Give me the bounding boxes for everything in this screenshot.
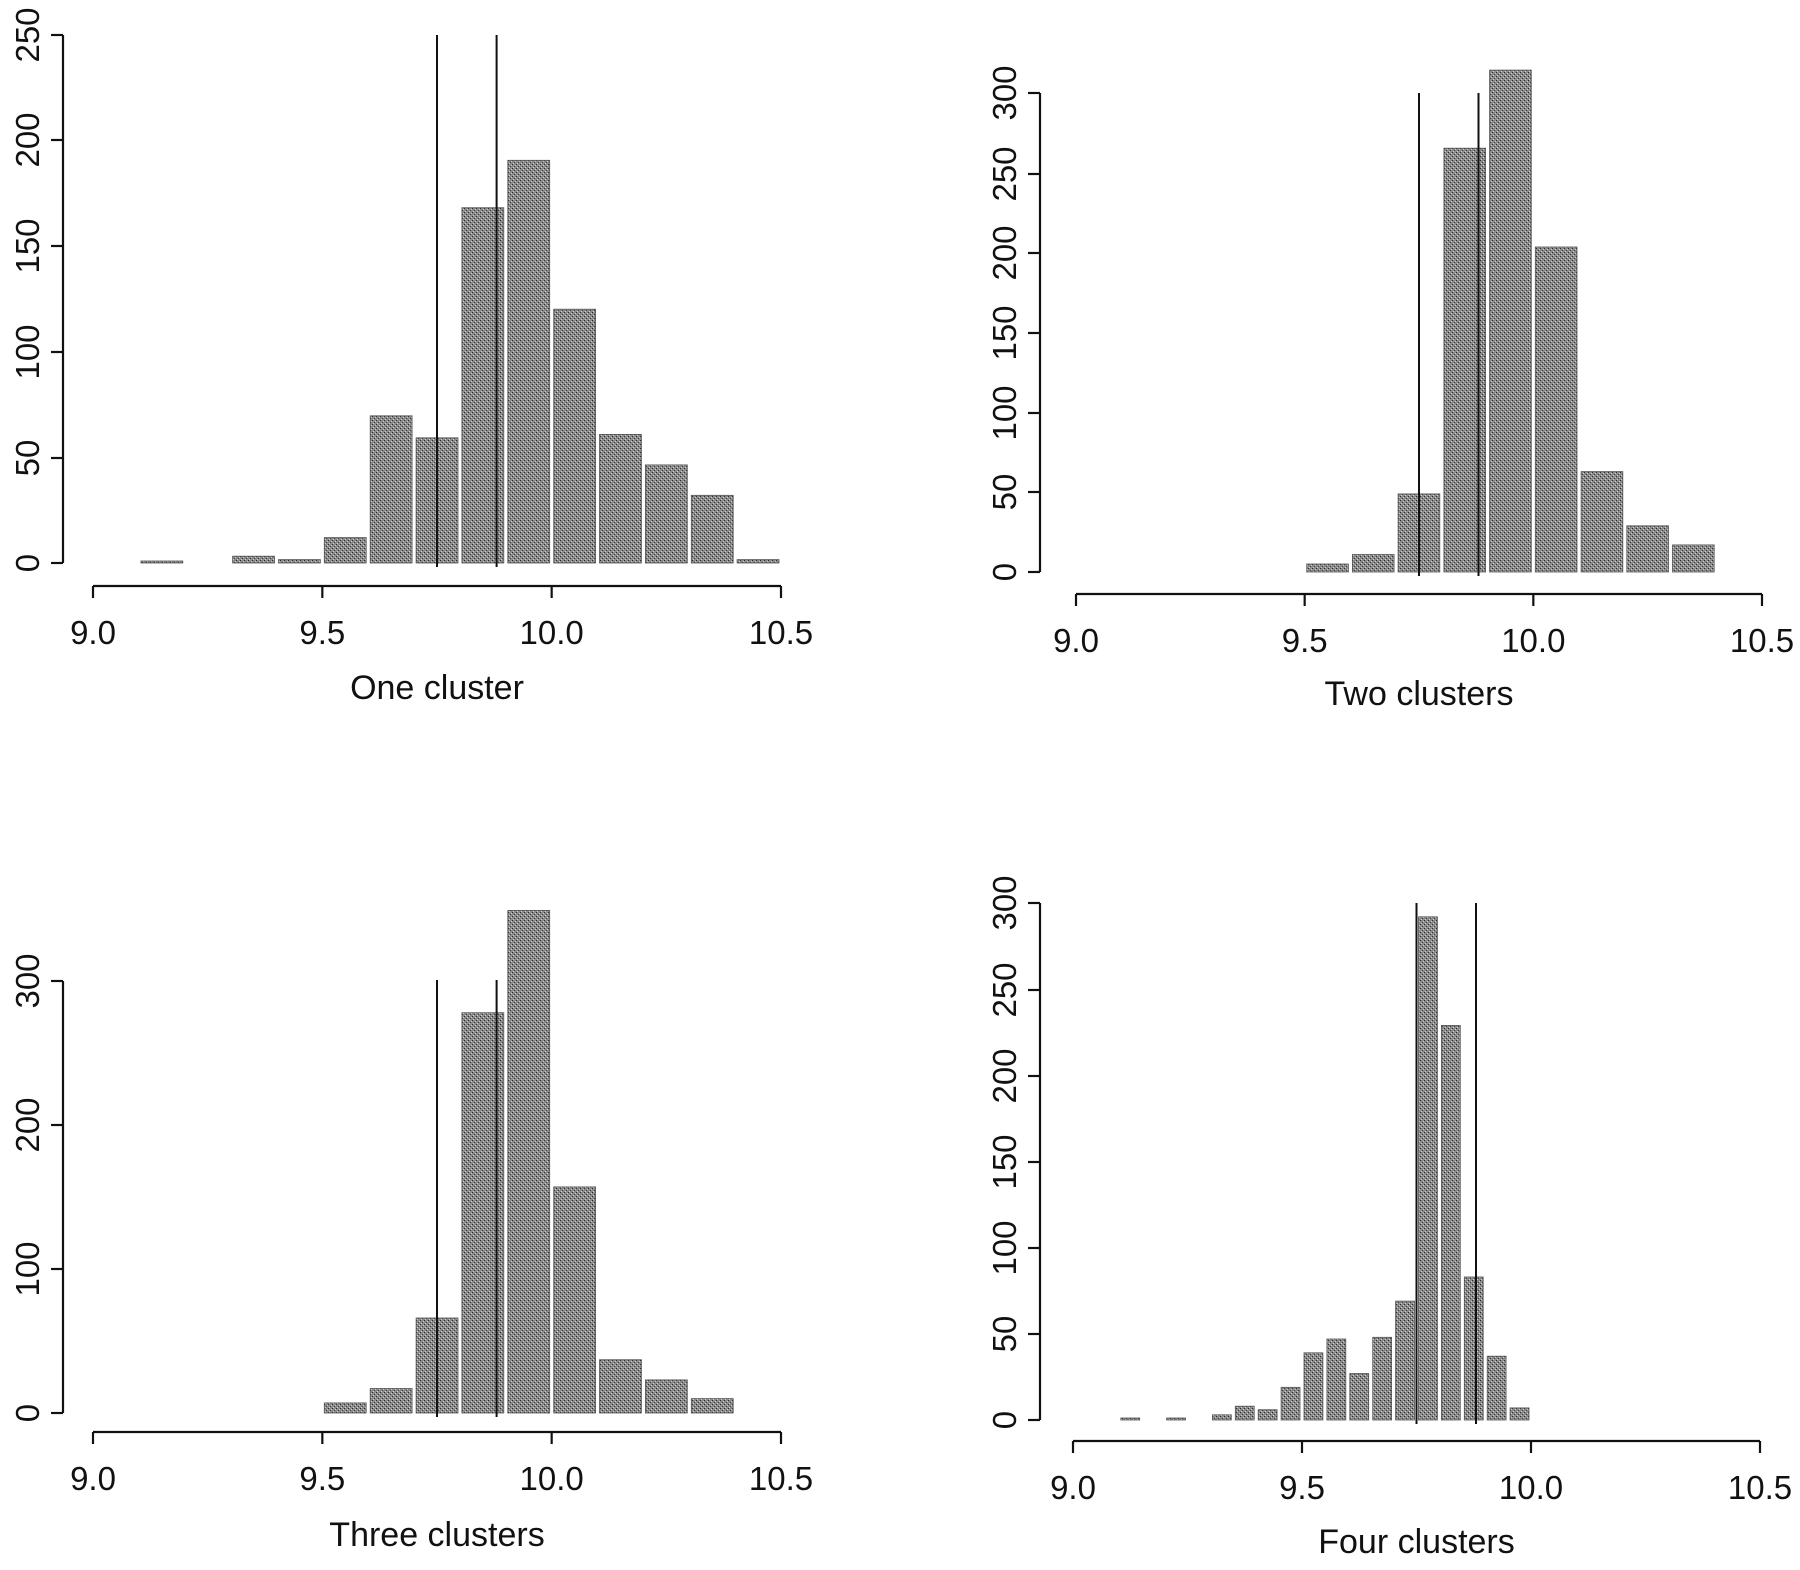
histogram-bar	[1626, 525, 1669, 573]
histogram-bar	[599, 433, 642, 564]
y-tick-label: 100	[9, 324, 46, 379]
histogram-bar	[1441, 1025, 1461, 1421]
x-tick-label: 9.5	[299, 614, 345, 651]
y-tick-label: 300	[9, 953, 46, 1008]
y-tick-label: 100	[986, 385, 1023, 440]
histogram-bar	[553, 1186, 597, 1414]
x-axis-label: Three clusters	[329, 1516, 544, 1554]
y-tick-label: 0	[9, 554, 46, 572]
x-tick-label: 9.5	[1279, 1469, 1325, 1506]
y-tick-label: 0	[986, 563, 1023, 581]
histogram-bar	[690, 1398, 734, 1414]
y-tick-label: 300	[986, 875, 1023, 930]
x-tick-label: 9.0	[1050, 1469, 1096, 1506]
histogram-bar	[1672, 544, 1715, 573]
x-tick-label: 10.0	[1499, 1469, 1563, 1506]
y-tick-label: 100	[9, 1241, 46, 1296]
histogram-bar	[1212, 1414, 1232, 1421]
x-tick-label: 10.5	[1730, 622, 1794, 659]
histogram-bar	[1306, 563, 1349, 573]
x-tick-label: 10.0	[1501, 622, 1565, 659]
histogram-bar	[1418, 916, 1438, 1421]
y-tick-label: 150	[9, 218, 46, 273]
histogram-bar	[1372, 1336, 1392, 1421]
x-axis-label: Two clusters	[1325, 675, 1514, 713]
y-tick-label: 0	[986, 1411, 1023, 1429]
histogram-panel-1: 9.0 9.5 10.0 10.5 0 50 100 150 200 250 One cluster	[9, 7, 813, 707]
histogram-bar	[1349, 1373, 1370, 1421]
histogram-bar	[1166, 1417, 1186, 1421]
y-tick-label: 150	[986, 305, 1023, 360]
y-tick-label: 200	[986, 1048, 1023, 1103]
x-tick-label: 10.5	[749, 1460, 813, 1497]
histogram-bar	[599, 1359, 642, 1414]
histogram-bar	[232, 555, 275, 564]
histogram-bar	[1489, 69, 1532, 573]
histogram-bar	[323, 537, 367, 564]
x-tick-label: 9.0	[70, 614, 116, 651]
histogram-bar	[140, 560, 184, 564]
histogram-panel-3: 9.0 9.5 10.0 10.5 0 100 200 300 Three clusters	[9, 910, 813, 1554]
y-tick-label: 250	[986, 146, 1023, 201]
x-tick-label: 10.0	[520, 1460, 584, 1497]
histogram-bar	[507, 159, 551, 564]
y-tick-label: 50	[986, 474, 1023, 511]
histogram-bar	[1280, 1386, 1301, 1421]
y-tick-label: 200	[9, 1097, 46, 1152]
y-tick-label: 50	[986, 1316, 1023, 1353]
histogram-bar	[323, 1402, 367, 1414]
histogram-bar	[369, 1388, 413, 1414]
histogram-bar	[645, 1379, 688, 1414]
histogram-bar	[1352, 554, 1395, 573]
histogram-bar	[1257, 1409, 1278, 1421]
histogram-bar	[1395, 1300, 1415, 1421]
histogram-bar	[690, 494, 734, 564]
histogram-bar	[369, 415, 413, 564]
y-tick-label: 200	[986, 225, 1023, 280]
histogram-bar	[1234, 1405, 1255, 1421]
histogram-panel-4: 9.0 9.5 10.0 10.5 0 50 100 150 200 250 300 Four clu…	[986, 875, 1792, 1561]
y-tick-label: 250	[9, 7, 46, 62]
histogram-bar	[507, 910, 551, 1414]
histogram-bar	[645, 464, 688, 564]
y-tick-label: 250	[986, 962, 1023, 1017]
x-tick-label: 10.5	[749, 614, 813, 651]
x-tick-label: 9.5	[1282, 622, 1328, 659]
histogram-bar	[553, 308, 597, 564]
y-tick-label: 300	[986, 65, 1023, 120]
y-tick-label: 0	[9, 1404, 46, 1422]
y-tick-label: 100	[986, 1220, 1023, 1275]
histogram-bar	[1120, 1417, 1141, 1421]
histogram-bar	[1580, 471, 1624, 573]
x-tick-label: 9.0	[70, 1460, 116, 1497]
histogram-bar	[1509, 1407, 1530, 1421]
y-tick-label: 50	[9, 440, 46, 477]
histogram-bar	[736, 559, 780, 564]
x-tick-label: 10.5	[1728, 1469, 1792, 1506]
histogram-bar	[1463, 1276, 1484, 1421]
y-tick-label: 150	[986, 1134, 1023, 1189]
histogram-bar	[1303, 1352, 1324, 1421]
y-tick-label: 200	[9, 112, 46, 167]
x-tick-label: 9.5	[299, 1460, 345, 1497]
histogram-panel-2: 9.0 9.5 10.0 10.5 0 50 100 150 200 250 300 Two clus…	[986, 65, 1794, 713]
histogram-bar	[1486, 1355, 1507, 1421]
x-tick-label: 10.0	[520, 614, 584, 651]
histogram-bar	[1534, 246, 1578, 573]
x-axis-label: One cluster	[350, 669, 524, 707]
histogram-bar	[1326, 1338, 1347, 1421]
histogram-bar	[278, 559, 321, 564]
x-axis-label: Four clusters	[1318, 1523, 1515, 1561]
x-tick-label: 9.0	[1053, 622, 1099, 659]
